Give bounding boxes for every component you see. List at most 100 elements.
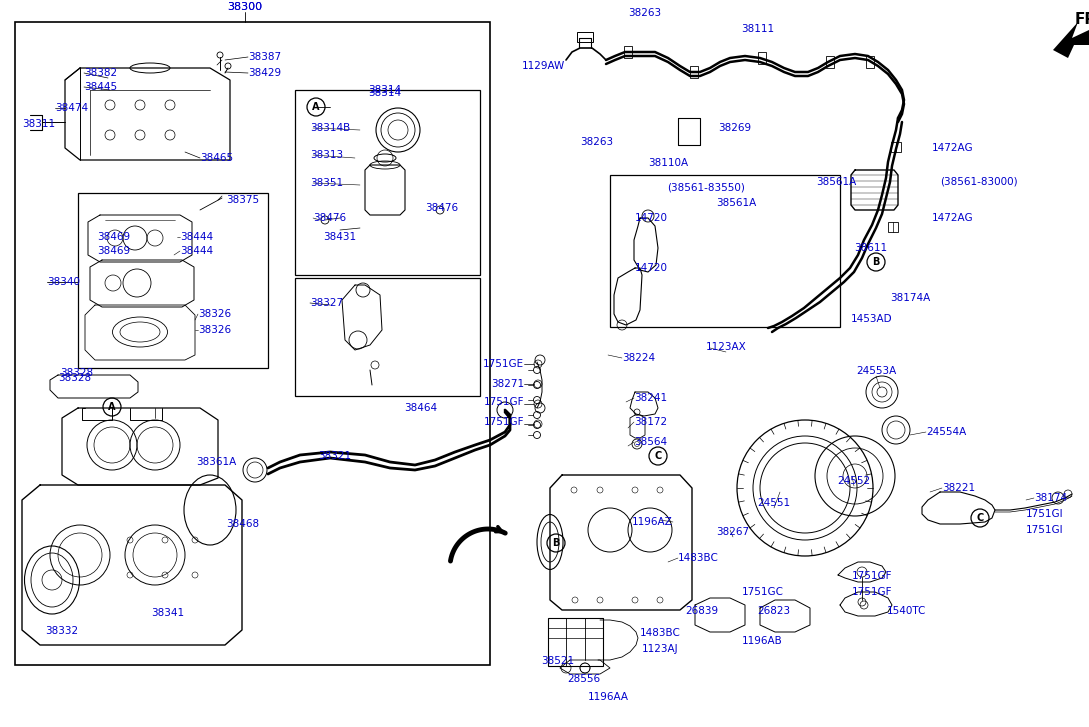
Text: C: C	[977, 513, 983, 523]
Bar	[15, 22, 490, 665]
Text: 38431: 38431	[323, 232, 356, 242]
Text: 38174: 38174	[1033, 493, 1067, 503]
Text: 28556: 28556	[567, 674, 600, 684]
Bar	[891, 142, 901, 152]
Text: A: A	[313, 102, 320, 112]
Text: 38465: 38465	[200, 153, 233, 163]
Text: 38341: 38341	[151, 608, 184, 618]
Bar	[866, 56, 874, 68]
Text: 1196AZ: 1196AZ	[633, 517, 673, 527]
Bar	[610, 175, 840, 327]
Text: 38561A: 38561A	[816, 177, 856, 187]
Bar	[690, 66, 698, 78]
Text: 38300: 38300	[228, 2, 262, 12]
Text: 1123AX: 1123AX	[706, 342, 746, 352]
Text: 38328: 38328	[58, 373, 91, 383]
Text: B: B	[552, 538, 560, 548]
Text: 38300: 38300	[228, 2, 262, 12]
Text: FR.: FR.	[1075, 12, 1089, 27]
Text: 38313: 38313	[310, 150, 343, 160]
Text: 38111: 38111	[742, 24, 774, 34]
Text: 14720: 14720	[635, 263, 668, 273]
Text: 1123AJ: 1123AJ	[641, 644, 678, 654]
Text: 38351: 38351	[310, 178, 343, 188]
Text: A: A	[108, 402, 115, 412]
Text: 26839: 26839	[685, 606, 719, 616]
Text: 38314: 38314	[368, 85, 402, 95]
Text: 1751GF: 1751GF	[484, 417, 524, 427]
Text: 24551: 24551	[758, 498, 791, 508]
Text: 38469: 38469	[97, 246, 130, 256]
Text: 1751GI: 1751GI	[1026, 509, 1064, 519]
Text: 38611: 38611	[854, 243, 888, 253]
Text: 38476: 38476	[313, 213, 346, 223]
Text: 1751GF: 1751GF	[484, 397, 524, 407]
Bar	[548, 618, 603, 666]
Text: 38269: 38269	[718, 123, 751, 133]
Bar	[78, 193, 268, 368]
Text: 24553A: 24553A	[856, 366, 896, 376]
Bar	[624, 46, 632, 58]
Text: 38267: 38267	[717, 527, 749, 537]
Text: 38263: 38263	[628, 8, 661, 18]
Text: 38468: 38468	[227, 519, 259, 529]
Text: 1453AD: 1453AD	[852, 314, 893, 324]
Text: 14720: 14720	[635, 213, 668, 223]
Text: 38326: 38326	[198, 325, 231, 335]
Text: 38375: 38375	[227, 195, 259, 205]
Text: C: C	[654, 451, 662, 461]
Bar	[295, 90, 480, 275]
Text: 38429: 38429	[248, 68, 281, 78]
Text: 38327: 38327	[310, 298, 343, 308]
Text: 38110A: 38110A	[648, 158, 688, 168]
Text: 38444: 38444	[180, 232, 213, 242]
Text: 38474: 38474	[56, 103, 88, 113]
Text: 1751GC: 1751GC	[742, 587, 784, 597]
Text: 38444: 38444	[180, 246, 213, 256]
Text: 1751GE: 1751GE	[482, 359, 524, 369]
Bar	[758, 52, 766, 64]
Text: 38332: 38332	[46, 626, 78, 636]
Text: 1483BC: 1483BC	[639, 628, 681, 638]
Text: 1472AG: 1472AG	[932, 143, 974, 153]
Text: 1540TC: 1540TC	[886, 606, 926, 616]
Text: 38314B: 38314B	[310, 123, 351, 133]
Polygon shape	[1053, 22, 1089, 58]
Text: 38445: 38445	[84, 82, 118, 92]
Text: 1483BC: 1483BC	[678, 553, 719, 563]
Bar	[295, 278, 480, 396]
Text: 26823: 26823	[758, 606, 791, 616]
Text: B: B	[872, 257, 880, 267]
Text: 38340: 38340	[47, 277, 79, 287]
Text: 1196AA: 1196AA	[587, 692, 628, 702]
Text: 24552: 24552	[837, 476, 870, 486]
Text: (38561-83000): (38561-83000)	[940, 177, 1017, 187]
Bar	[825, 56, 834, 68]
Text: 38174A: 38174A	[890, 293, 930, 303]
Text: 38326: 38326	[198, 309, 231, 319]
Text: 38361A: 38361A	[196, 457, 236, 467]
Text: 38321: 38321	[318, 451, 351, 461]
Text: 1751GF: 1751GF	[852, 587, 893, 597]
Text: 38476: 38476	[425, 203, 458, 213]
Text: 38241: 38241	[634, 393, 668, 403]
Text: 38564: 38564	[634, 437, 668, 447]
Text: 1129AW: 1129AW	[522, 61, 565, 71]
Text: 38224: 38224	[622, 353, 656, 363]
Text: 1196AB: 1196AB	[742, 636, 782, 646]
Text: 38387: 38387	[248, 52, 281, 62]
Text: 38263: 38263	[579, 137, 613, 147]
Text: 38271: 38271	[491, 379, 524, 389]
Text: 38328: 38328	[60, 368, 94, 378]
Text: 24554A: 24554A	[926, 427, 966, 437]
Text: 38382: 38382	[84, 68, 118, 78]
Text: 38561A: 38561A	[715, 198, 756, 208]
Text: 38314: 38314	[368, 88, 402, 98]
Text: 38469: 38469	[97, 232, 130, 242]
Bar	[577, 32, 594, 42]
Text: 38172: 38172	[634, 417, 668, 427]
Text: (38561-83550): (38561-83550)	[668, 182, 745, 192]
Text: 38311: 38311	[22, 119, 56, 129]
Text: 1472AG: 1472AG	[932, 213, 974, 223]
Text: 1751GF: 1751GF	[852, 571, 893, 581]
